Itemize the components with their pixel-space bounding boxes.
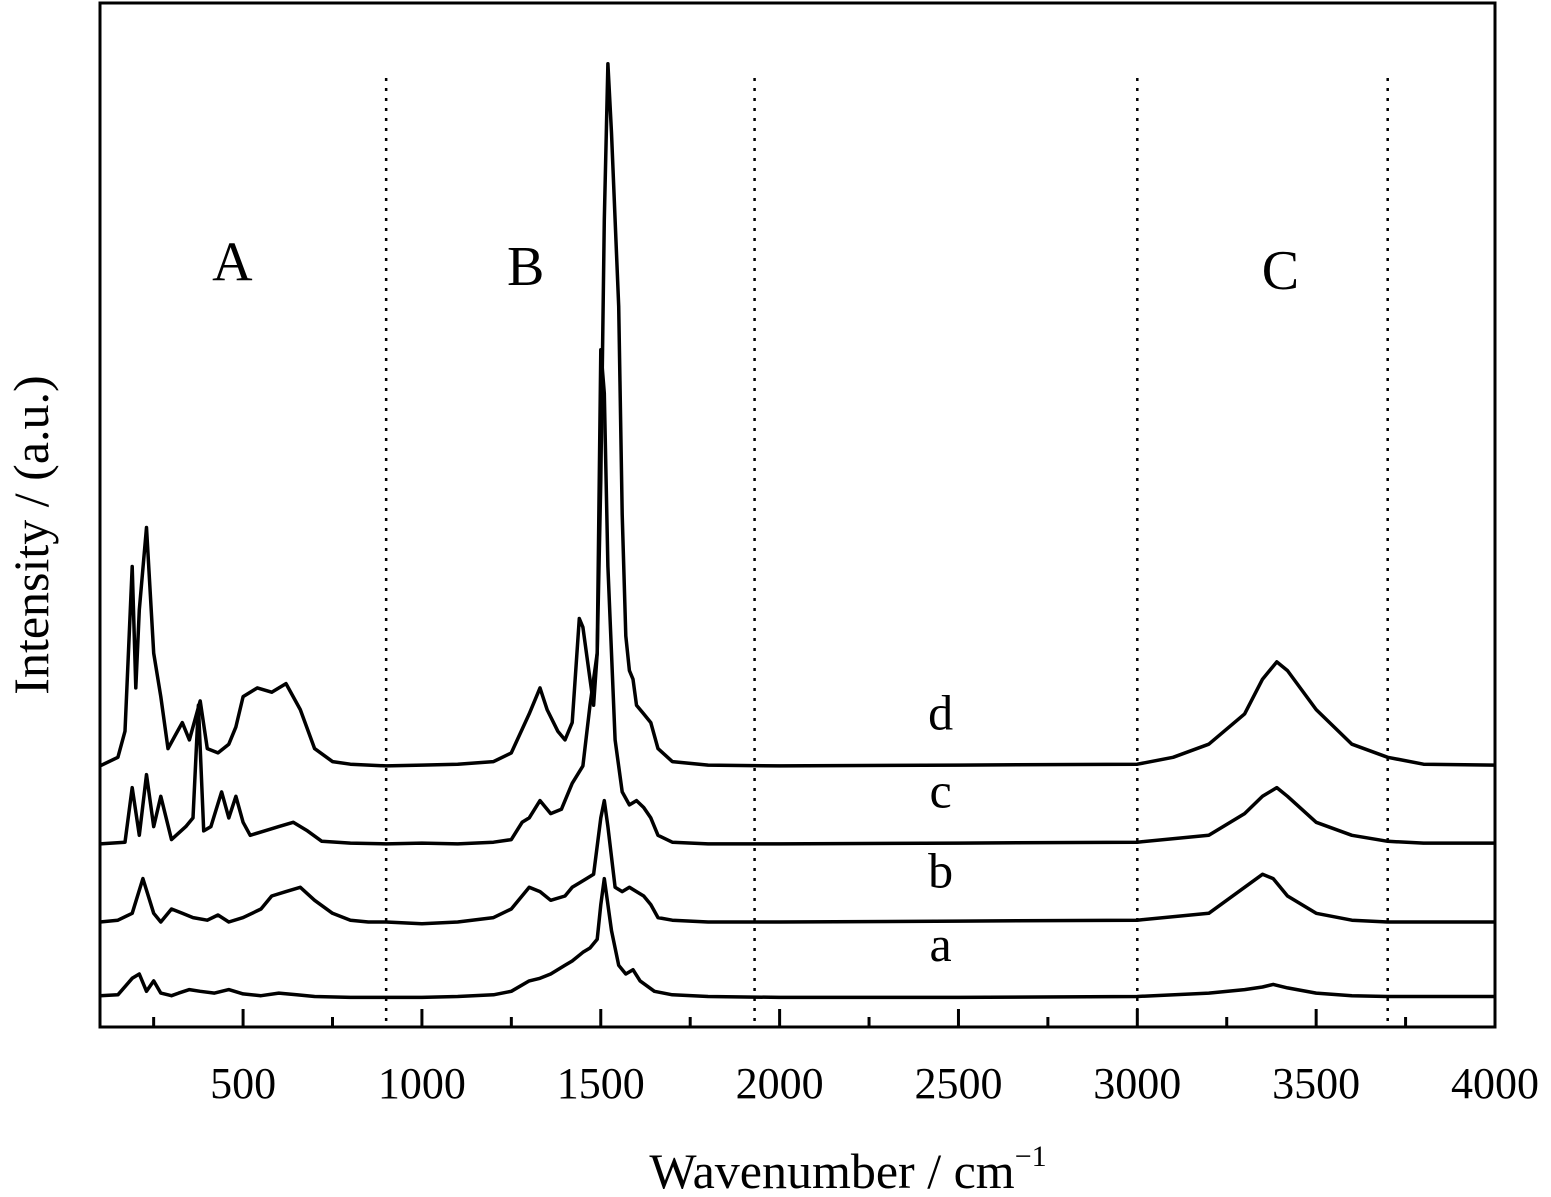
x-tick-label-3000: 3000 xyxy=(1093,1059,1181,1108)
x-axis-title-superscript: −1 xyxy=(1015,1140,1047,1173)
series-line-c xyxy=(99,348,1495,846)
x-axis-ticks xyxy=(152,1009,1408,1027)
region-label-C: C xyxy=(1262,240,1299,302)
x-axis-title-text: Wavenumber / cm xyxy=(649,1143,1014,1197)
x-tick-label-4000: 4000 xyxy=(1451,1059,1539,1108)
x-tick-label-500: 500 xyxy=(210,1059,276,1108)
region-labels: A B C xyxy=(212,231,1299,302)
series-line-b xyxy=(99,798,1495,926)
region-dividers xyxy=(384,78,1389,1027)
x-tick-label-2000: 2000 xyxy=(736,1059,824,1108)
x-tick-label-1500: 1500 xyxy=(557,1059,645,1108)
region-label-A: A xyxy=(212,231,253,293)
y-axis-title: Intensity / (a.u.) xyxy=(3,375,59,694)
x-tick-label-1000: 1000 xyxy=(378,1059,466,1108)
x-axis-tick-labels: 500 1000 1500 2000 2500 3000 3500 4000 xyxy=(210,1059,1539,1108)
series-line-a xyxy=(99,876,1495,1000)
curve-label-d: d xyxy=(928,685,953,741)
x-tick-label-2500: 2500 xyxy=(914,1059,1002,1108)
series-line-d xyxy=(99,61,1496,768)
region-label-B: B xyxy=(507,236,544,298)
plot-frame xyxy=(98,1,1497,1029)
x-tick-label-3500: 3500 xyxy=(1272,1059,1360,1108)
curve-label-b: b xyxy=(928,842,953,898)
curve-label-c: c xyxy=(929,763,951,819)
series-layer xyxy=(99,61,1496,1000)
x-axis-title: Wavenumber / cm−1 xyxy=(649,1140,1046,1197)
curve-label-a: a xyxy=(929,916,951,972)
